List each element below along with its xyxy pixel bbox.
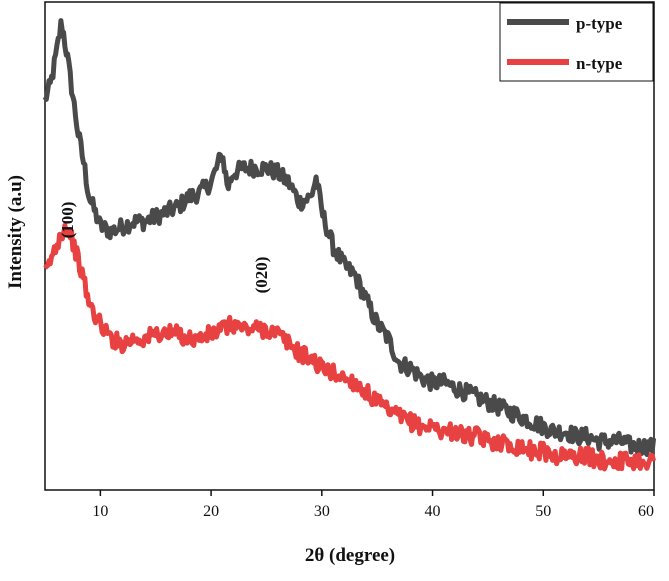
legend-label-n-type: n-type: [576, 54, 623, 73]
annotation-100: (100): [58, 202, 77, 239]
series-layer: [42, 18, 657, 472]
x-tick-label: 60: [638, 503, 654, 520]
x-axis-ticks: 10 20 30 40 50 60: [92, 490, 655, 520]
x-axis-title: 2θ (degree): [305, 545, 395, 566]
annotation-020-text: (020): [252, 257, 271, 294]
legend-box: [499, 2, 654, 82]
x-tick-label: 20: [203, 503, 219, 520]
x-tick-label: 40: [425, 503, 441, 520]
x-tick-label: 50: [535, 503, 551, 520]
x-tick-label: 30: [314, 503, 330, 520]
annotation-020: (020): [252, 257, 271, 294]
legend-label-p-type: p-type: [576, 14, 623, 33]
y-axis-title: Intensity (a.u): [5, 175, 26, 289]
series-line-p-type: [42, 18, 657, 457]
x-tick-label: 10: [92, 503, 108, 520]
legend: p-type n-type: [499, 2, 654, 82]
plot-frame: [44, 1, 655, 491]
series-line-n-type: [43, 222, 657, 472]
annotation-100-text: (100): [58, 202, 77, 239]
